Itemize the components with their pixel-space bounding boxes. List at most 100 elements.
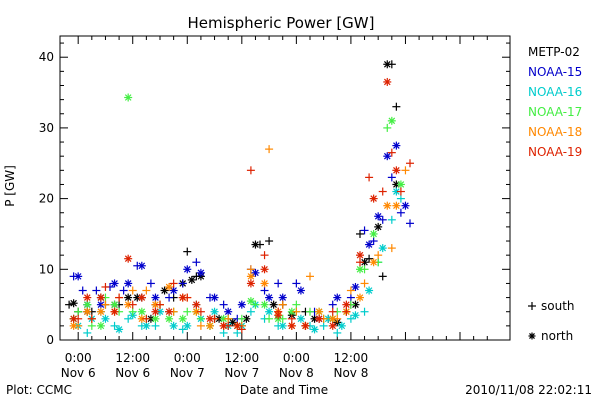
x-axis-label: Date and Time [240, 383, 328, 397]
point-noaa-19-north [69, 314, 78, 323]
marker-legend-label: north [541, 329, 573, 343]
point-noaa-18-south [292, 307, 301, 316]
point-noaa-18-south [101, 300, 110, 309]
point-noaa-18-north [383, 201, 392, 210]
point-noaa-17-north [83, 300, 92, 309]
point-noaa-15-north [74, 272, 83, 281]
point-noaa-19-south [396, 187, 405, 196]
marker-legend-label: south [541, 299, 575, 313]
point-noaa-17-north [178, 314, 187, 323]
point-noaa-15-south [328, 300, 337, 309]
point-noaa-15-north [169, 286, 178, 295]
point-noaa-19-north [274, 311, 283, 320]
point-noaa-18-south [142, 286, 151, 295]
point-metp-02-north [187, 275, 196, 284]
point-noaa-15-north [392, 141, 401, 150]
point-noaa-16-north [210, 307, 219, 316]
point-noaa-17-south [183, 307, 192, 316]
point-metp-02-south [265, 237, 274, 246]
point-noaa-15-south [260, 286, 269, 295]
point-noaa-16-north [115, 325, 124, 334]
point-noaa-15-south [92, 286, 101, 295]
point-noaa-19-south [169, 279, 178, 288]
point-noaa-15-south [165, 293, 174, 302]
point-noaa-18-south [224, 314, 233, 323]
point-noaa-15-north [183, 265, 192, 274]
point-noaa-16-south [110, 321, 119, 330]
point-noaa-19-north [260, 265, 269, 274]
legend-entry-metp-02: METP-02 [528, 45, 580, 59]
point-metp-02-north [228, 318, 237, 327]
x-tick-date-label: Nov 8 [279, 366, 314, 380]
point-noaa-17-south [196, 314, 205, 323]
point-noaa-16-south [83, 328, 92, 337]
point-metp-02-south [365, 254, 374, 263]
point-noaa-18-north [206, 321, 214, 330]
legend: METP-02 NOAA-15 NOAA-16 NOAA-17 NOAA-18 NOAA-… [528, 45, 582, 159]
point-noaa-15-north [137, 261, 146, 270]
point-noaa-15-north [124, 279, 133, 288]
point-noaa-15-south [360, 226, 369, 235]
point-noaa-15-north [151, 293, 160, 302]
point-noaa-16-south [246, 307, 255, 316]
point-noaa-19-north [110, 307, 119, 316]
point-noaa-18-south [196, 321, 205, 330]
point-noaa-15-south [119, 286, 128, 295]
x-tick-time-label: 12:00 [334, 351, 369, 365]
point-noaa-18-north [69, 321, 78, 330]
y-tick-label: 10 [39, 262, 54, 276]
point-noaa-19-north [356, 251, 364, 260]
point-noaa-19-north [301, 321, 310, 330]
point-noaa-18-south [306, 272, 314, 281]
point-noaa-19-north [315, 314, 324, 323]
point-noaa-18-south [346, 286, 355, 295]
point-noaa-17-south [306, 307, 314, 316]
point-noaa-15-south [387, 173, 396, 182]
point-noaa-17-north [165, 314, 174, 323]
footer-left: Plot: CCMC [6, 383, 72, 397]
point-noaa-18-north [328, 314, 337, 323]
point-noaa-19-south [260, 251, 269, 260]
point-noaa-18-south [265, 145, 274, 154]
x-tick-time-label: 12:00 [115, 351, 150, 365]
y-tick-label: 0 [46, 333, 54, 347]
point-metp-02-north [383, 60, 392, 69]
point-metp-02-north [124, 293, 133, 302]
point-noaa-19-south [342, 307, 351, 316]
point-noaa-18-north [315, 307, 324, 316]
point-noaa-15-south [378, 215, 387, 224]
point-noaa-16-north [337, 321, 346, 330]
point-noaa-17-north [96, 321, 105, 330]
y-tick-label: 40 [39, 50, 54, 64]
point-noaa-19-south [246, 166, 255, 175]
x-tick-time-label: 0:00 [174, 351, 201, 365]
x-tick-date-label: Nov 6 [115, 366, 150, 380]
point-noaa-16-south [360, 307, 369, 316]
legend-entry-noaa-16: NOAA-16 [528, 85, 582, 99]
point-noaa-16-north [278, 321, 287, 330]
point-noaa-15-north [210, 293, 219, 302]
point-noaa-19-south [237, 325, 246, 334]
x-tick-date-label: Nov 7 [170, 366, 205, 380]
point-noaa-16-south [219, 328, 228, 337]
point-noaa-19-north [178, 293, 187, 302]
point-noaa-19-north [96, 293, 105, 302]
point-noaa-16-south [333, 328, 342, 337]
point-noaa-18-north [392, 201, 401, 210]
point-noaa-15-north [296, 286, 305, 295]
point-noaa-16-south [124, 314, 133, 323]
x-tick-time-label: 0:00 [283, 351, 310, 365]
point-noaa-19-north [165, 307, 174, 316]
data-points [65, 60, 414, 337]
point-noaa-18-north [246, 272, 255, 281]
point-noaa-19-south [387, 148, 396, 157]
point-noaa-19-north [328, 321, 337, 330]
point-noaa-17-south [128, 307, 137, 316]
point-noaa-19-south [287, 314, 296, 323]
point-noaa-19-north [83, 293, 92, 302]
point-noaa-19-north [342, 300, 351, 309]
legend-entry-noaa-18: NOAA-18 [528, 125, 582, 139]
point-noaa-15-south [219, 300, 228, 309]
footer-right: 2010/11/08 22:02:11 [465, 383, 592, 397]
point-noaa-16-south [319, 321, 328, 330]
